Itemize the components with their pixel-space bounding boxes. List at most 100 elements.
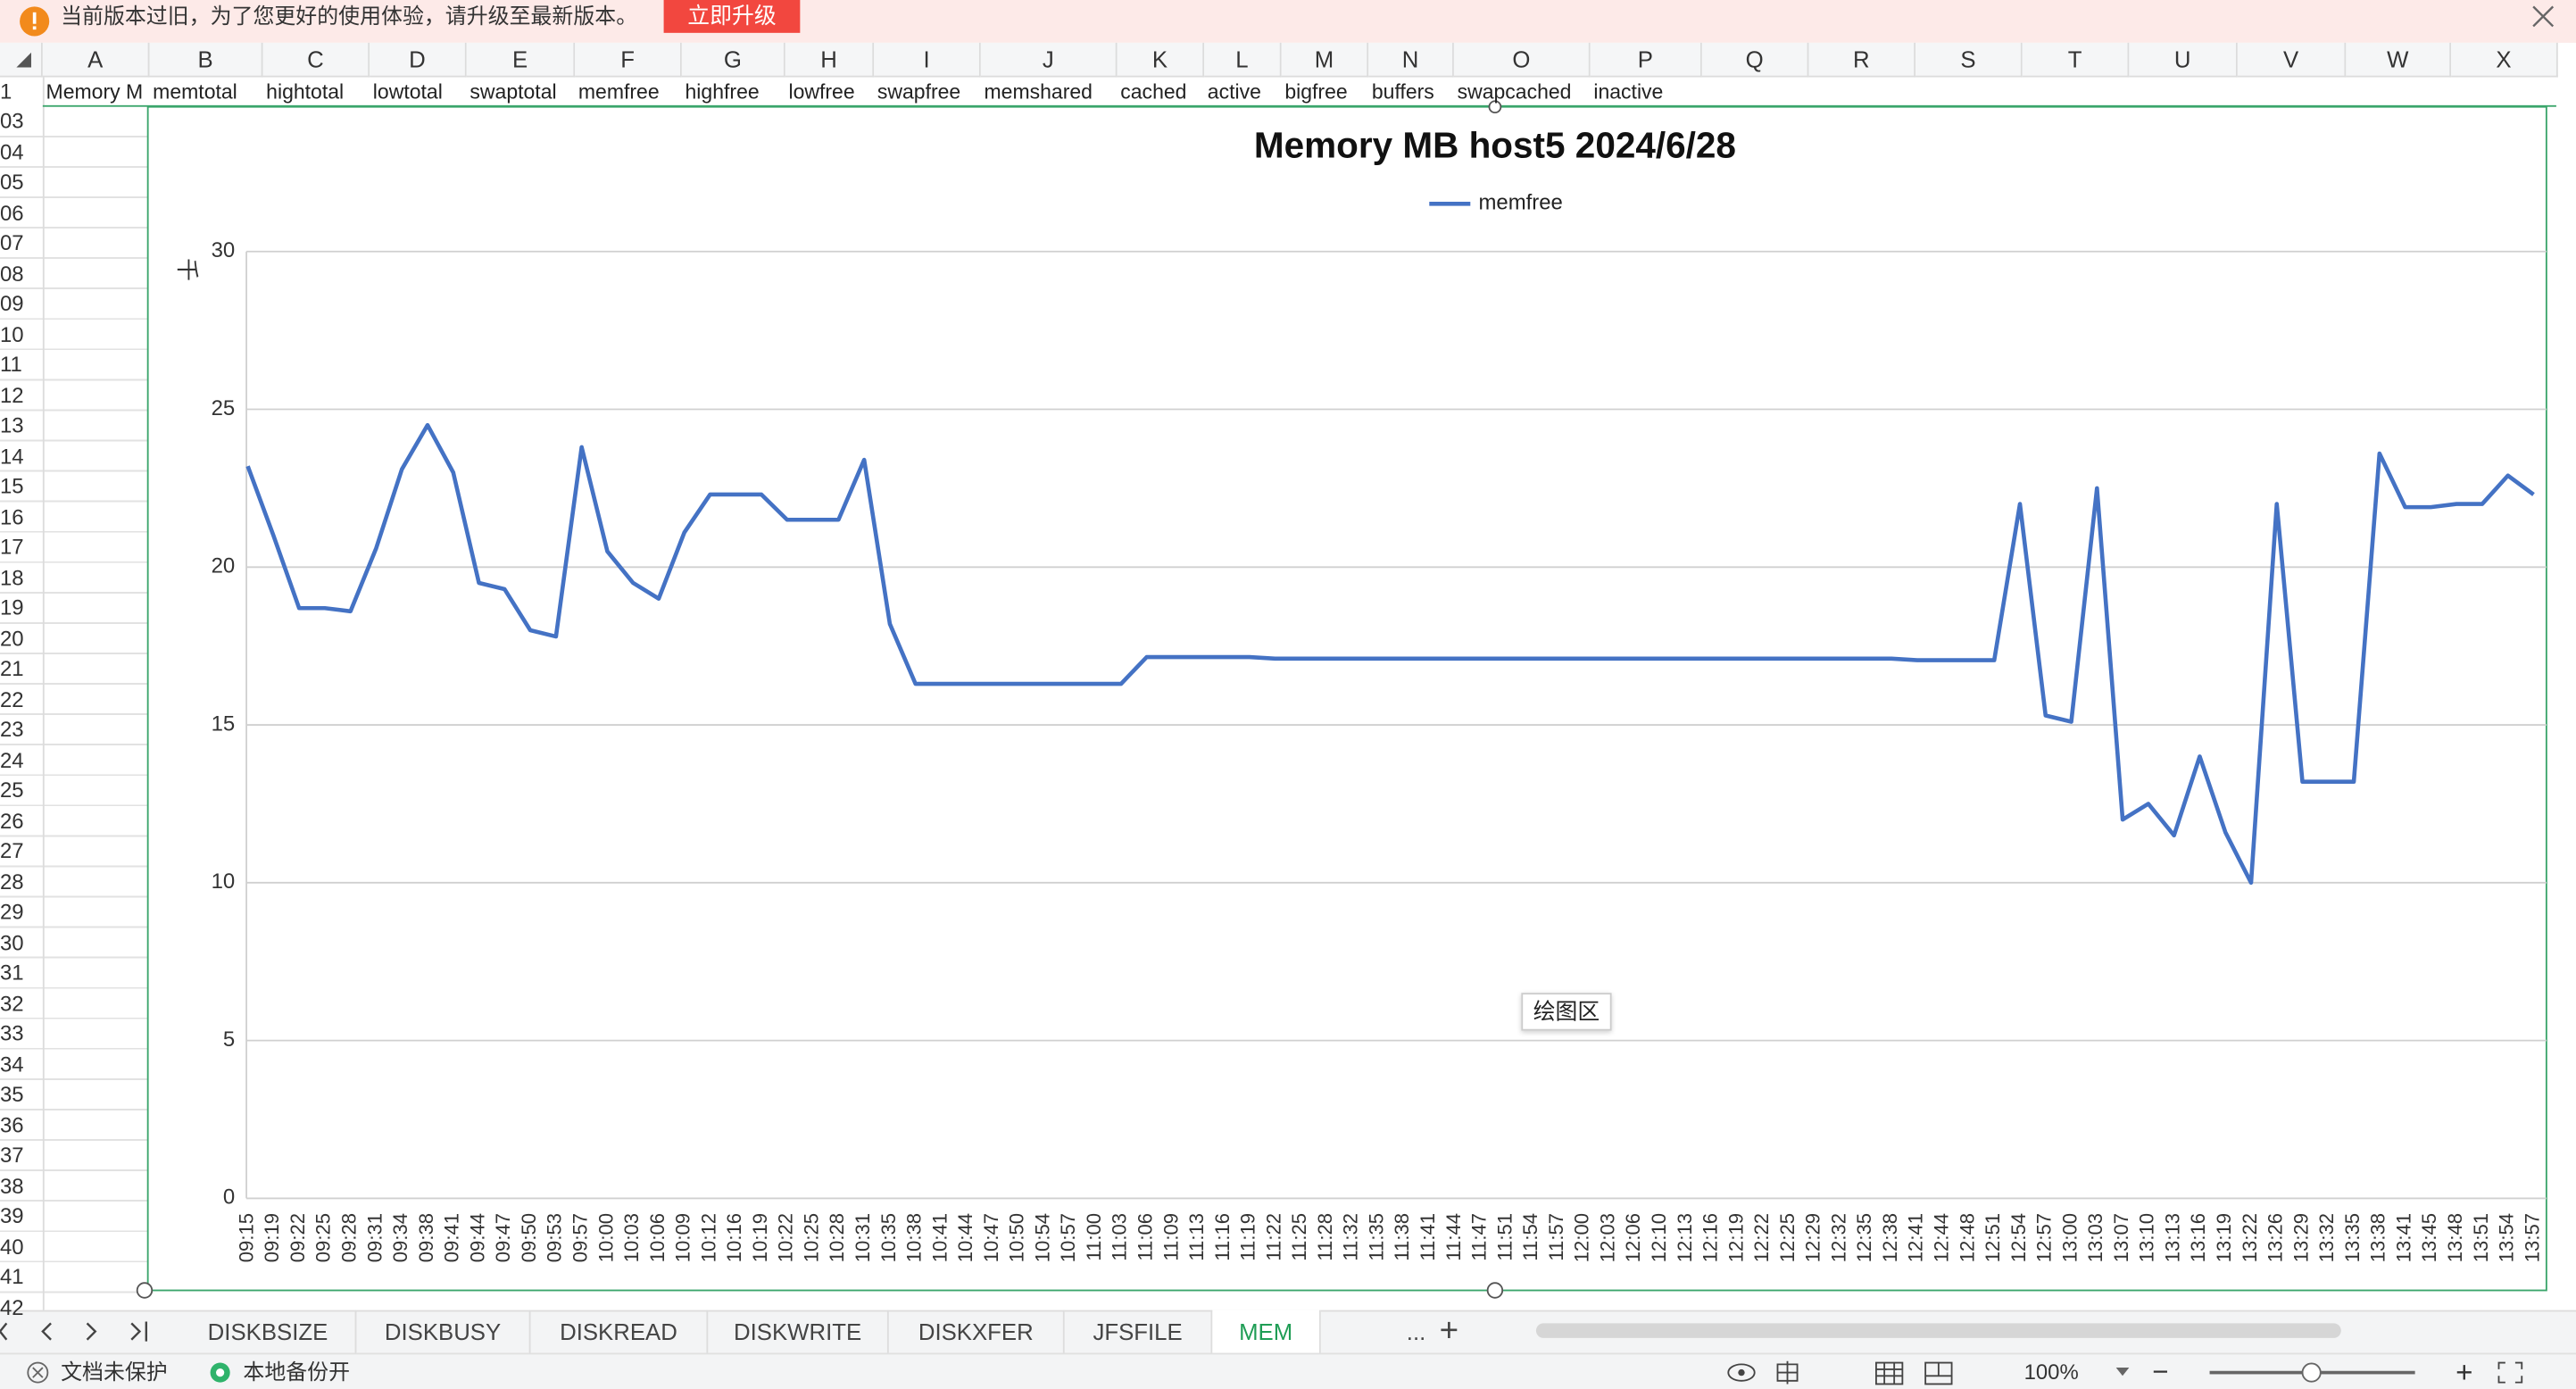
row-number[interactable]: 39 (0, 1202, 24, 1228)
cell[interactable]: inactive (1593, 80, 1664, 104)
row-number[interactable]: 28 (0, 869, 24, 894)
sheet-tab[interactable]: DISKWRITE (708, 1310, 889, 1353)
column-header[interactable]: S (1915, 42, 2023, 78)
column-header[interactable]: M (1281, 42, 1369, 78)
column-header[interactable]: W (2346, 42, 2452, 78)
column-header[interactable]: V (2237, 42, 2347, 78)
row-number[interactable]: 06 (0, 199, 24, 225)
view-icons[interactable] (1725, 1358, 2054, 1387)
row-number[interactable]: 29 (0, 899, 24, 924)
row-number[interactable]: 37 (0, 1142, 24, 1168)
resize-handle[interactable] (136, 1282, 154, 1299)
zoom-dropdown[interactable] (2115, 1368, 2130, 1377)
cell[interactable]: hightotal (266, 80, 345, 104)
column-header[interactable]: E (466, 42, 576, 78)
column-header[interactable]: T (2022, 42, 2130, 78)
resize-handle[interactable] (1486, 1282, 1504, 1299)
row-number[interactable]: 18 (0, 564, 24, 590)
cell[interactable]: memtotal (153, 80, 237, 104)
column-header[interactable]: F (575, 42, 682, 78)
select-all[interactable] (0, 42, 43, 78)
row-number[interactable]: 15 (0, 473, 24, 498)
column-header[interactable]: K (1117, 42, 1205, 78)
row-number[interactable]: 33 (0, 1020, 24, 1046)
cell[interactable]: memfree (578, 80, 660, 104)
row-number[interactable]: 31 (0, 960, 24, 986)
cell[interactable]: cached (1120, 80, 1187, 104)
sheet-tab[interactable]: JFSFILE (1065, 1310, 1213, 1353)
row-number[interactable]: 07 (0, 229, 24, 255)
sheet-tab[interactable]: MEM (1212, 1310, 1321, 1353)
row-number[interactable]: 13 (0, 412, 24, 437)
column-header[interactable]: B (149, 42, 263, 78)
row-number[interactable]: 32 (0, 990, 24, 1016)
row-number[interactable]: 04 (0, 138, 24, 164)
cell[interactable]: active (1207, 80, 1261, 104)
column-header[interactable]: G (681, 42, 785, 78)
row-number[interactable]: 35 (0, 1081, 24, 1107)
row-number[interactable]: 36 (0, 1111, 24, 1137)
cell[interactable]: memshared (984, 80, 1093, 104)
row-number[interactable]: 24 (0, 746, 24, 772)
column-header[interactable]: R (1808, 42, 1916, 78)
row-number[interactable]: 23 (0, 716, 24, 742)
row-number[interactable]: 26 (0, 808, 24, 833)
row-number[interactable]: 19 (0, 595, 24, 620)
zoom-out[interactable]: − (2152, 1356, 2169, 1388)
row-number[interactable]: 12 (0, 382, 24, 407)
row-number[interactable]: 40 (0, 1233, 24, 1259)
resize-handle[interactable] (1488, 100, 1502, 114)
column-header[interactable]: L (1204, 42, 1282, 78)
status-backup[interactable]: 本地备份开 (243, 1359, 351, 1385)
cell[interactable]: buffers (1371, 80, 1434, 104)
row-number[interactable]: 20 (0, 625, 24, 651)
sheet-tab[interactable]: DISKREAD (531, 1310, 709, 1353)
cell[interactable]: swaptotal (469, 80, 557, 104)
column-header[interactable]: J (980, 42, 1118, 78)
status-protect[interactable]: 文档未保护 (61, 1359, 168, 1385)
row-number[interactable]: 42 (0, 1294, 24, 1319)
column-header[interactable]: P (1590, 42, 1702, 78)
row-number[interactable]: 38 (0, 1172, 24, 1198)
row-number[interactable]: 10 (0, 320, 24, 346)
row-number[interactable]: 05 (0, 169, 24, 195)
row-number[interactable]: 21 (0, 655, 24, 681)
column-header[interactable]: U (2129, 42, 2238, 78)
upgrade-button[interactable]: 立即升级 (663, 0, 801, 33)
row-number[interactable]: 34 (0, 1051, 24, 1077)
h-scrollbar[interactable] (1535, 1323, 2341, 1338)
add-tab[interactable]: + (1439, 1313, 1459, 1350)
row-number[interactable]: 27 (0, 838, 24, 863)
column-header[interactable]: Q (1701, 42, 1809, 78)
cell[interactable]: swapcached (1457, 80, 1572, 104)
column-header[interactable]: I (874, 42, 981, 78)
column-header[interactable]: D (370, 42, 467, 78)
tab-nav[interactable] (0, 1311, 164, 1354)
row-number[interactable]: 09 (0, 290, 24, 316)
zoom-knob[interactable] (2301, 1362, 2322, 1383)
row-number[interactable]: 25 (0, 777, 24, 803)
chart[interactable]: Memory MB host5 2024/6/28 千 051015202530… (0, 0, 2576, 1310)
sheet-tab[interactable]: DISKBSIZE (180, 1310, 357, 1353)
row-number[interactable]: 30 (0, 929, 24, 954)
row-number[interactable]: 16 (0, 503, 24, 529)
row-number[interactable]: 08 (0, 260, 24, 286)
cell[interactable]: Memory M (46, 80, 144, 104)
cell[interactable]: lowfree (788, 80, 855, 104)
row-number[interactable]: 17 (0, 534, 24, 560)
row-number[interactable]: 11 (0, 352, 22, 377)
fullscreen[interactable] (2497, 1361, 2523, 1385)
zoom-in[interactable]: + (2456, 1356, 2473, 1389)
cell[interactable]: swapfree (877, 80, 961, 104)
row-number[interactable]: 03 (0, 108, 24, 134)
sheet-tab[interactable]: DISKBUSY (356, 1310, 531, 1353)
row-number[interactable]: 14 (0, 443, 24, 468)
zoom-level[interactable]: 100% (2023, 1359, 2079, 1385)
column-header[interactable]: C (262, 42, 370, 78)
row-number[interactable]: 22 (0, 686, 24, 711)
column-header[interactable]: H (785, 42, 875, 78)
cell[interactable]: bigfree (1284, 80, 1348, 104)
close-button[interactable] (2530, 4, 2555, 29)
cell[interactable]: lowtotal (372, 80, 443, 104)
cell[interactable]: highfree (685, 80, 760, 104)
